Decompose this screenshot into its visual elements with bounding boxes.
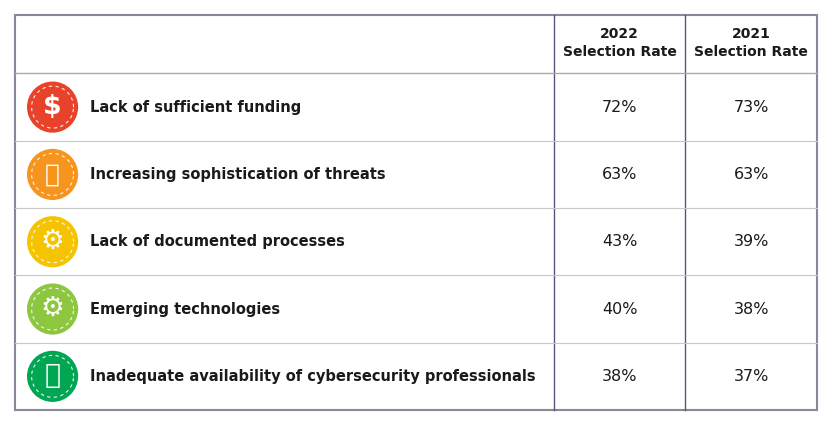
Circle shape (27, 283, 78, 334)
Circle shape (27, 149, 78, 200)
Circle shape (27, 216, 78, 267)
Text: Lack of sufficient funding: Lack of sufficient funding (90, 99, 301, 115)
Text: $: $ (43, 94, 62, 120)
Text: Lack of documented processes: Lack of documented processes (90, 234, 345, 249)
Text: Emerging technologies: Emerging technologies (90, 302, 280, 317)
Text: 43%: 43% (602, 234, 637, 249)
Circle shape (27, 82, 78, 133)
Circle shape (27, 351, 78, 402)
Text: Increasing sophistication of threats: Increasing sophistication of threats (90, 167, 386, 182)
Text: 2021
Selection Rate: 2021 Selection Rate (694, 27, 808, 59)
Text: 38%: 38% (602, 369, 637, 384)
Text: 63%: 63% (734, 167, 769, 182)
Text: 39%: 39% (734, 234, 769, 249)
Text: ⚙: ⚙ (41, 229, 65, 255)
Text: 2022
Selection Rate: 2022 Selection Rate (562, 27, 676, 59)
Text: ⛨: ⛨ (45, 162, 60, 187)
Text: 38%: 38% (734, 302, 769, 317)
Text: 37%: 37% (734, 369, 769, 384)
Text: Inadequate availability of cybersecurity professionals: Inadequate availability of cybersecurity… (90, 369, 536, 384)
FancyBboxPatch shape (15, 15, 817, 410)
Text: 40%: 40% (602, 302, 637, 317)
Text: 72%: 72% (602, 99, 637, 115)
Text: 63%: 63% (602, 167, 637, 182)
Text: ⚙: ⚙ (41, 296, 65, 322)
Text: ⛹: ⛹ (45, 363, 61, 389)
Text: 73%: 73% (734, 99, 769, 115)
